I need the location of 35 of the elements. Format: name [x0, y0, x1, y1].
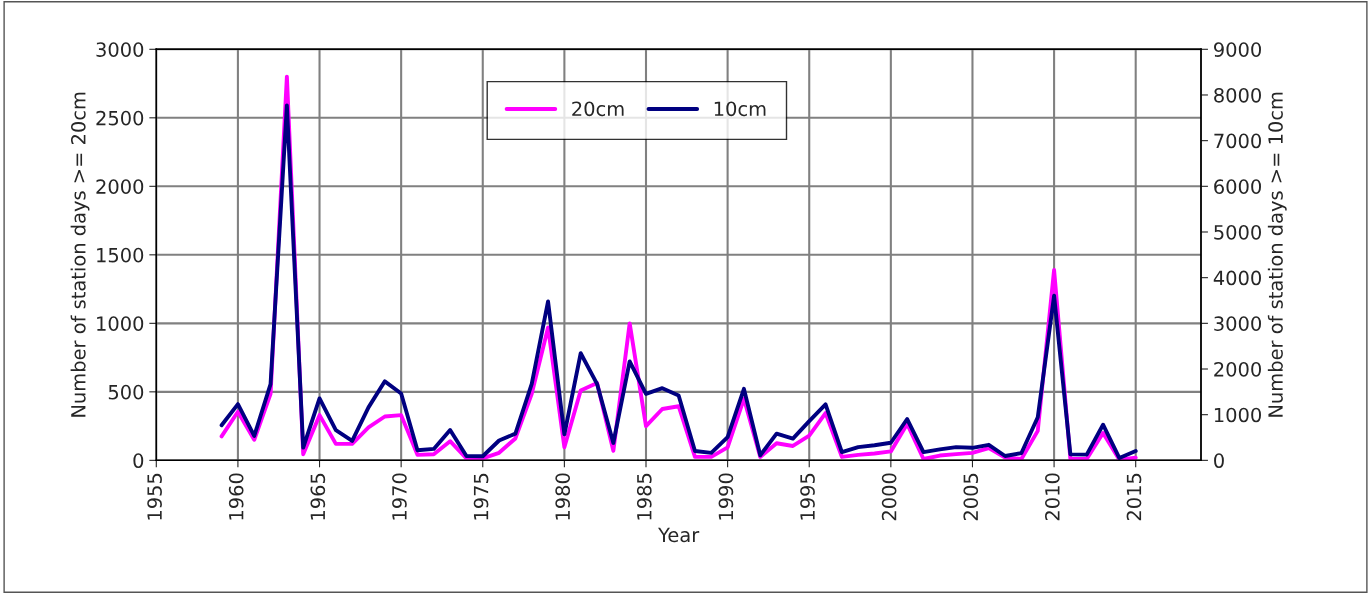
y2-tick-label: 1000: [1214, 407, 1261, 423]
x-tick-label: 2000: [881, 473, 897, 521]
legend-label: 20cm: [572, 101, 624, 117]
x-tick-label: 1995: [800, 473, 815, 520]
x-tick-label: 1990: [718, 473, 734, 520]
y-tick-label: 1500: [97, 247, 144, 263]
y2-tick-label: 9000: [1214, 42, 1261, 57]
y2-tick-label: 0: [1214, 453, 1224, 469]
y2-tick-label: 7000: [1214, 133, 1261, 149]
x-tick-label: 1965: [310, 473, 326, 520]
x-tick-label: 1960: [228, 473, 244, 520]
y-tick-label: 0: [133, 453, 144, 469]
x-tick-label: 1980: [555, 473, 571, 520]
x-tick-label: 2015: [1126, 473, 1142, 521]
y-tick-label: 2500: [96, 110, 144, 126]
y2-tick-label: 4000: [1213, 270, 1261, 286]
x-tick-label: 2005: [963, 473, 979, 521]
y-tick-label: 2000: [96, 179, 144, 194]
x-tick-label: 1975: [473, 473, 489, 520]
y2-tick-label: 5000: [1214, 224, 1261, 240]
y-tick-label: 500: [108, 384, 144, 400]
y-axis-title: Number of station days >= 20cm: [70, 92, 90, 417]
y2-tick-label: 8000: [1214, 87, 1261, 103]
y2-axis-title: Number of station days >= 10cm: [1267, 92, 1287, 417]
y-tick-label: 3000: [96, 42, 144, 57]
y-tick-label: 1000: [97, 316, 144, 331]
y2-tick-label: 3000: [1214, 316, 1261, 331]
legend-label: 10cm: [714, 101, 766, 117]
y2-tick-label: 2000: [1214, 361, 1261, 377]
x-tick-label: 1970: [392, 473, 407, 520]
x-tick-label: 1955: [147, 473, 162, 520]
x-tick-label: 2010: [1045, 473, 1060, 521]
x-axis-title: Year: [658, 527, 700, 543]
x-tick-label: 1985: [636, 473, 652, 520]
y2-tick-label: 6000: [1214, 179, 1261, 194]
